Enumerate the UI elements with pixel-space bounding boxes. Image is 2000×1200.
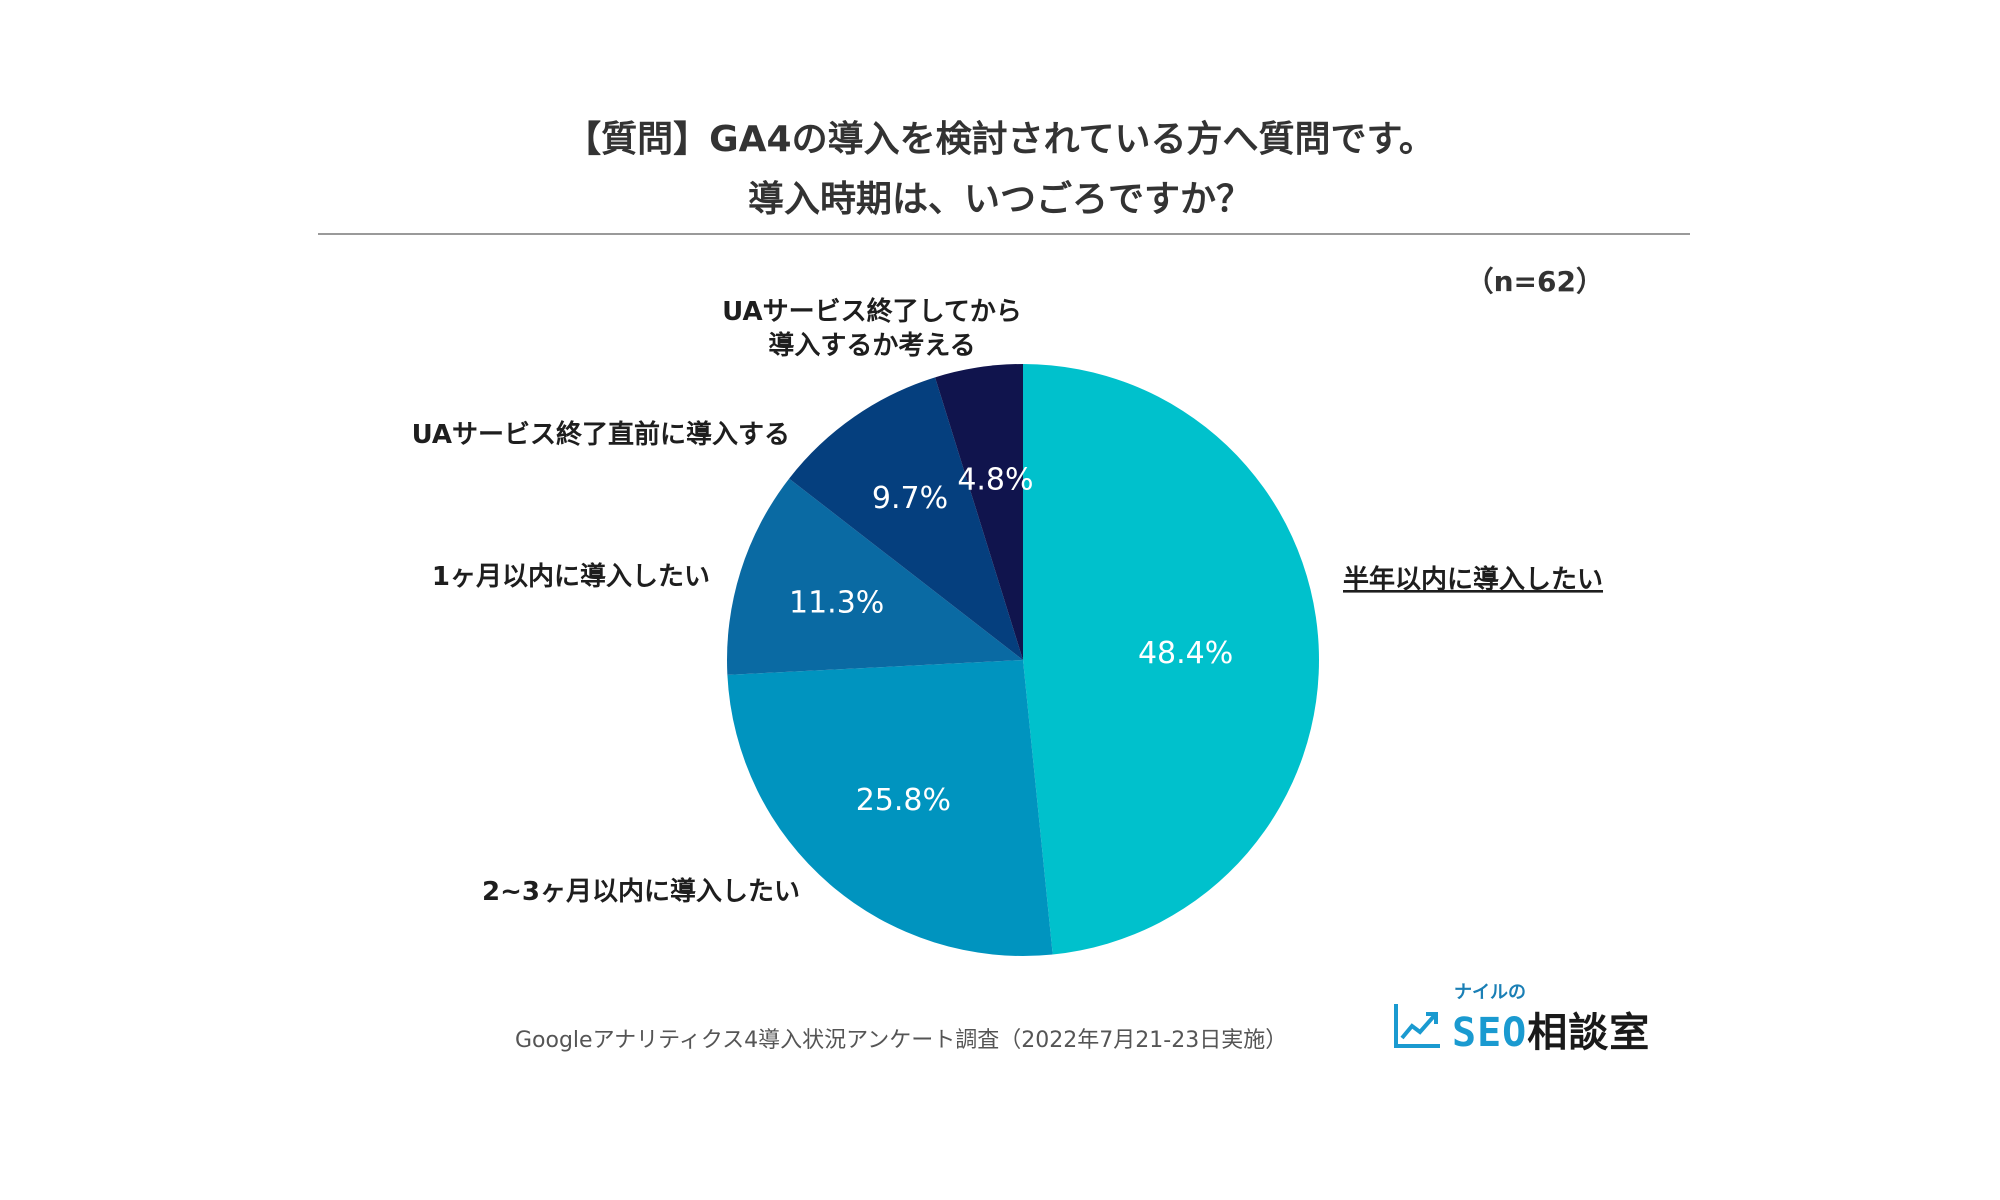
pie-slice-4 — [935, 364, 1023, 660]
trend-chart-icon — [1394, 1004, 1440, 1048]
slice-value-label-1: 25.8% — [856, 783, 951, 818]
logo-brand: SEO相談室 — [1452, 1000, 1650, 1058]
slice-category-label-3: UAサービス終了直前に導入する — [412, 419, 790, 450]
pie-slice-1 — [727, 660, 1053, 956]
slice-value-label-3: 9.7% — [872, 481, 948, 516]
chart-title: 【質問】GA4の導入を検討されている方へ質問です。 導入時期は、いつごろですか？ — [0, 110, 2000, 230]
pie-slice-3 — [789, 377, 1023, 660]
slice-value-label-4: 4.8% — [957, 463, 1033, 498]
title-divider — [318, 233, 1690, 235]
source-footnote: Googleアナリティクス4導入状況アンケート調査（2022年7月21-23日実… — [515, 1028, 1288, 1053]
sample-size-label: （n=62） — [1465, 265, 1604, 298]
chart-title-line-1: 【質問】GA4の導入を検討されている方へ質問です。 — [565, 119, 1435, 160]
slice-category-label-0: 半年以内に導入したい — [1343, 564, 1603, 595]
pie-slice-2 — [727, 478, 1023, 675]
slice-category-label-2: 1ヶ月以内に導入したい — [432, 561, 710, 592]
logo-tagline: ナイルの — [1454, 982, 1526, 1003]
logo-brand-seo: SEO — [1452, 1010, 1528, 1056]
slice-value-label-0: 48.4% — [1138, 636, 1233, 671]
chart-title-line-2: 導入時期は、いつごろですか？ — [747, 179, 1252, 220]
slice-value-label-2: 11.3% — [789, 585, 884, 620]
pie-slice-0 — [1023, 363, 1320, 955]
logo-brand-jp: 相談室 — [1527, 1010, 1651, 1056]
slice-category-label-4: UAサービス終了してから導入するか考える — [722, 296, 1022, 361]
brand-logo: ナイルの SEO相談室 — [1392, 978, 1650, 1058]
slice-category-label-1: 2~3ヶ月以内に導入したい — [482, 876, 800, 907]
